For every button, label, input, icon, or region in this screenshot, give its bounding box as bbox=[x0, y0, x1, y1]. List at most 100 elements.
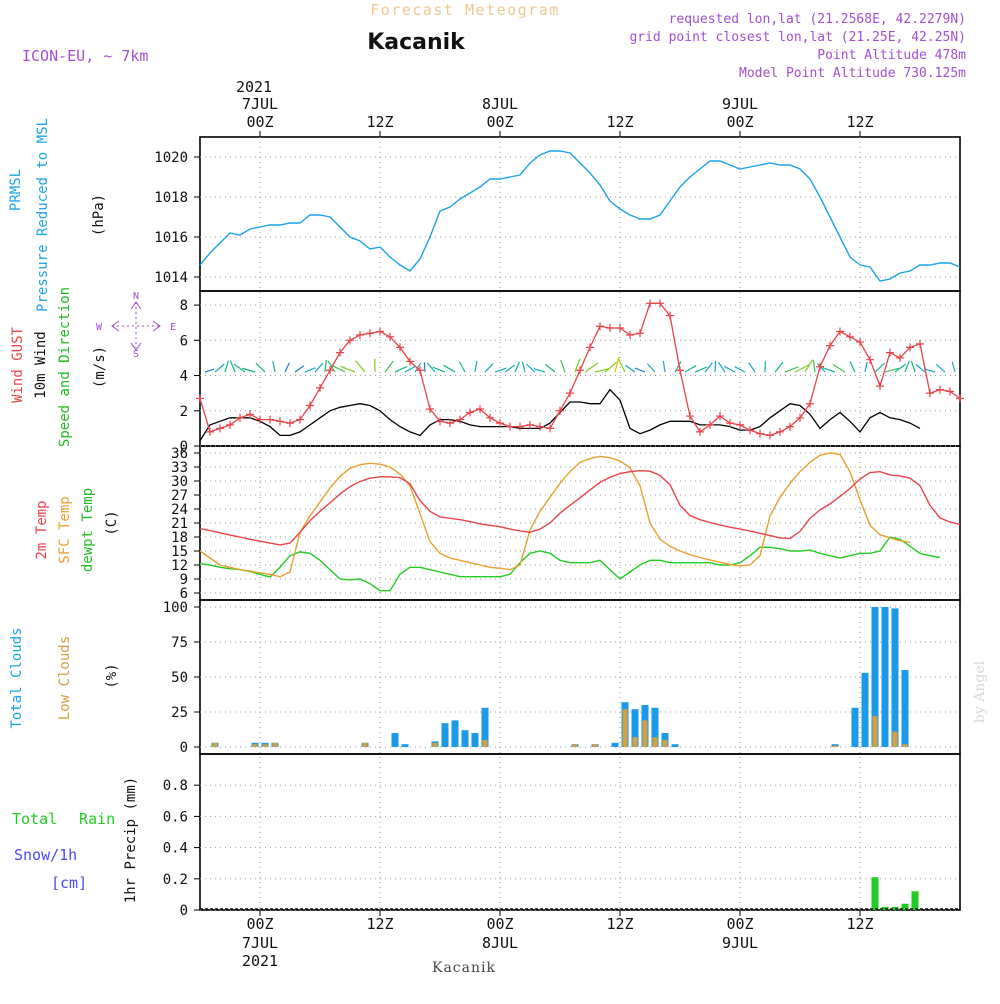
total-cloud-bar bbox=[862, 673, 869, 747]
pressure-unit: (hPa) bbox=[91, 194, 107, 236]
low-cloud-bar bbox=[663, 740, 668, 747]
low-cloud-bar bbox=[873, 716, 878, 747]
bottom-hour-label: 12Z bbox=[846, 915, 873, 933]
clouds-tick-label: 0 bbox=[180, 740, 188, 756]
temp-tick-label: 27 bbox=[171, 488, 188, 504]
bottom-hour-label: 12Z bbox=[606, 915, 633, 933]
total-label: Total bbox=[12, 810, 57, 828]
temp-unit: (C) bbox=[104, 510, 120, 535]
top-hour-label: 00Z bbox=[246, 113, 273, 131]
bottom-date-label: 7JUL bbox=[242, 934, 278, 952]
pressure-tick-label: 1020 bbox=[154, 150, 188, 166]
top-date-label: 7JUL bbox=[242, 95, 278, 113]
total-clouds-label: Total Clouds bbox=[9, 627, 25, 728]
bottom-date-label: 8JUL bbox=[482, 934, 518, 952]
total-cloud-bar bbox=[672, 744, 679, 747]
compass-e: E bbox=[170, 322, 176, 333]
top-year-label: 2021 bbox=[236, 78, 272, 96]
total-cloud-bar bbox=[892, 608, 899, 747]
bottom-hour-label: 00Z bbox=[726, 915, 753, 933]
temp-2m-label: 2m Temp bbox=[34, 500, 50, 559]
top-title: Forecast Meteogram bbox=[370, 1, 560, 19]
temp-tick-label: 30 bbox=[171, 474, 188, 490]
total-cloud-bar bbox=[882, 607, 889, 747]
low-cloud-bar bbox=[433, 743, 438, 747]
total-cloud-bar bbox=[472, 733, 479, 747]
total-cloud-bar bbox=[462, 730, 469, 747]
pressure-label-long: Pressure Reduced to MSL bbox=[35, 118, 51, 312]
bottom-hour-label: 00Z bbox=[246, 915, 273, 933]
temp-tick-label: 15 bbox=[171, 544, 188, 560]
temp-tick-label: 12 bbox=[171, 558, 188, 574]
low-cloud-bar bbox=[213, 743, 218, 747]
wind-tick-label: 2 bbox=[180, 404, 188, 420]
precip-unit: 1hr Precip (mm) bbox=[123, 777, 139, 903]
bottom-date-label: 9JUL bbox=[722, 934, 758, 952]
pressure-tick-label: 1016 bbox=[154, 230, 188, 246]
grid-point-coords: grid point closest lon,lat (21.25E, 42.2… bbox=[629, 30, 966, 45]
low-cloud-bar bbox=[483, 740, 488, 747]
wind-arrow bbox=[424, 362, 425, 372]
wind-unit: (m/s) bbox=[92, 346, 108, 388]
wind-tick-label: 6 bbox=[180, 333, 188, 349]
wind-tick-label: 8 bbox=[180, 298, 188, 314]
snow-label: Snow/1h bbox=[14, 846, 77, 864]
wind-tick-label: 4 bbox=[180, 369, 188, 385]
clouds-unit: (%) bbox=[104, 663, 120, 688]
wind-10m-label: 10m Wind bbox=[33, 331, 49, 398]
total-cloud-bar bbox=[902, 670, 909, 747]
requested-coords: requested lon,lat (21.2568E, 42.2279N) bbox=[669, 12, 966, 27]
top-hour-label: 00Z bbox=[726, 113, 753, 131]
model-altitude: Model Point Altitude 730.125m bbox=[739, 66, 966, 81]
top-date-label: 9JUL bbox=[722, 95, 758, 113]
total-cloud-bar bbox=[612, 743, 619, 747]
snow-unit-label: [cm] bbox=[51, 874, 87, 892]
top-hour-label: 12Z bbox=[366, 113, 393, 131]
wind-gust-label: Wind GUST bbox=[10, 327, 26, 403]
temp-sfc-label: SFC Temp bbox=[57, 496, 73, 563]
clouds-tick-label: 75 bbox=[171, 635, 188, 651]
top-hour-label: 12Z bbox=[846, 113, 873, 131]
rain-label: Rain bbox=[79, 810, 115, 828]
precip-tick-label: 0.4 bbox=[163, 841, 188, 857]
rain-bar bbox=[872, 877, 879, 910]
precip-tick-label: 0.2 bbox=[163, 872, 188, 888]
compass-n: N bbox=[133, 291, 139, 302]
clouds-tick-label: 50 bbox=[171, 670, 188, 686]
low-cloud-bar bbox=[893, 732, 898, 747]
low-cloud-bar bbox=[273, 743, 278, 747]
total-cloud-bar bbox=[452, 720, 459, 747]
low-cloud-bar bbox=[653, 737, 658, 747]
top-hour-label: 00Z bbox=[486, 113, 513, 131]
temp-tick-label: 24 bbox=[171, 502, 188, 518]
low-cloud-bar bbox=[643, 720, 648, 747]
credit: by Angel bbox=[972, 660, 988, 723]
bottom-hour-label: 12Z bbox=[366, 915, 393, 933]
low-cloud-bar bbox=[833, 746, 838, 747]
temp-dewpt-label: dewpt Temp bbox=[80, 488, 96, 572]
footer-location: Kacanik bbox=[432, 960, 496, 976]
low-cloud-bar bbox=[903, 744, 908, 747]
point-altitude: Point Altitude 478m bbox=[817, 48, 966, 63]
precip-tick-label: 0 bbox=[180, 903, 188, 919]
compass-w: W bbox=[96, 322, 103, 333]
bottom-year-label: 2021 bbox=[242, 952, 278, 970]
low-cloud-bar bbox=[633, 737, 638, 747]
temp-tick-label: 18 bbox=[171, 530, 188, 546]
total-cloud-bar bbox=[392, 733, 399, 747]
total-cloud-bar bbox=[442, 723, 449, 747]
pressure-tick-label: 1014 bbox=[154, 270, 188, 286]
rain-bar bbox=[912, 891, 919, 910]
temp-tick-label: 9 bbox=[180, 572, 188, 588]
bottom-hour-label: 00Z bbox=[486, 915, 513, 933]
pressure-tick-label: 1018 bbox=[154, 190, 188, 206]
low-cloud-bar bbox=[363, 743, 368, 747]
low-cloud-bar bbox=[573, 744, 578, 747]
low-clouds-label: Low Clouds bbox=[57, 636, 73, 720]
low-cloud-bar bbox=[623, 709, 628, 747]
total-cloud-bar bbox=[402, 744, 409, 747]
top-hour-label: 12Z bbox=[606, 113, 633, 131]
temp-tick-label: 33 bbox=[171, 460, 188, 476]
wind-arrow bbox=[715, 361, 716, 372]
